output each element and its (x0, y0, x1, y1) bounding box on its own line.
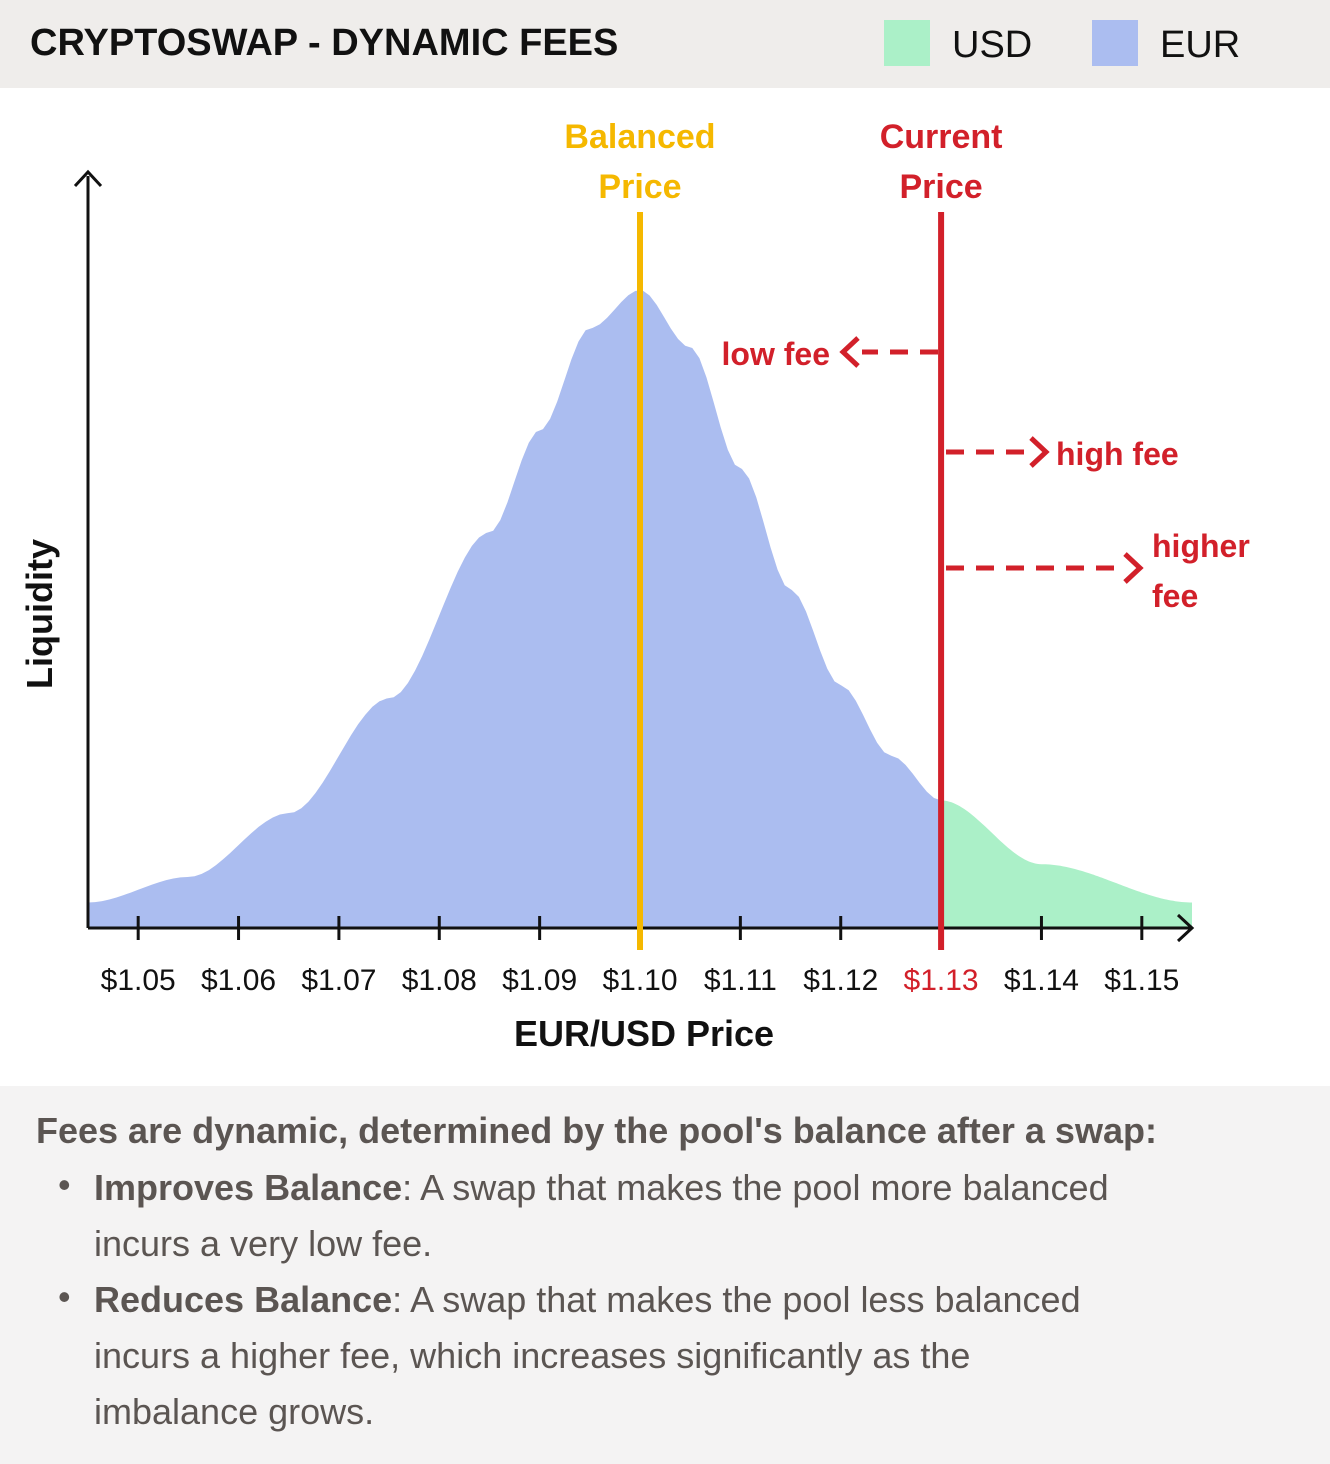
bullet-improves-balance: Improves Balance: A swap that makes the … (94, 1160, 1294, 1272)
page-title: CRYPTOSWAP - DYNAMIC FEES (30, 22, 619, 64)
bullet-improves-title: Improves Balance (94, 1167, 403, 1208)
explanation-intro: Fees are dynamic, determined by the pool… (36, 1110, 1157, 1151)
liquidity-chart: $1.05 $1.06 $1.07 $1.08 $1.09 $1.10 $1.11 $1.12… (19, 118, 1250, 1054)
legend-swatch-eur (1092, 20, 1138, 66)
x-tick-label: $1.08 (402, 964, 477, 997)
x-tick-label: $1.14 (1004, 964, 1079, 997)
bullet-improves-text: : A swap that makes the pool more balanc… (402, 1167, 1109, 1208)
y-axis-arrow (73, 169, 103, 188)
higher-fee-label-line1: higher (1152, 528, 1250, 564)
x-tick-label: $1.06 (201, 964, 276, 997)
balanced-price-label-line2: Price (598, 168, 681, 206)
current-price-label-line2: Price (899, 168, 982, 206)
legend-label-usd: USD (952, 24, 1033, 66)
legend-swatch-usd (884, 20, 930, 66)
bullet-reduces-title: Reduces Balance (94, 1279, 393, 1320)
higher-fee-arrow-head (1123, 552, 1144, 584)
x-tick-label: $1.09 (502, 964, 577, 997)
x-tick-label: $1.10 (602, 964, 677, 997)
bullet-reduces-balance: Reduces Balance: A swap that makes the p… (94, 1272, 1294, 1440)
x-axis-label: EUR/USD Price (514, 1013, 774, 1054)
header: CRYPTOSWAP - DYNAMIC FEES USD EUR (0, 0, 1330, 88)
current-price-label-line1: Current (880, 118, 1003, 156)
bullet-dot: • (58, 1276, 71, 1317)
bullet-reduces-text-3: imbalance grows. (94, 1391, 375, 1432)
legend-label-eur: EUR (1160, 24, 1241, 66)
bullet-reduces-text-2: incurs a higher fee, which increases sig… (94, 1335, 971, 1376)
balanced-price-label-line1: Balanced (564, 118, 715, 156)
y-axis-label: Liquidity (19, 539, 60, 689)
x-tick-label: $1.11 (704, 964, 777, 997)
bullet-improves-text-2: incurs a very low fee. (94, 1223, 433, 1264)
x-tick-label: $1.12 (803, 964, 878, 997)
x-tick-label: $1.13 (904, 964, 979, 997)
bullet-reduces-text: : A swap that makes the pool less balanc… (392, 1279, 1081, 1320)
x-axis-arrow (1176, 913, 1195, 943)
explanation-panel: Fees are dynamic, determined by the pool… (0, 1086, 1330, 1464)
x-tick-label: $1.07 (301, 964, 376, 997)
high-fee-label: high fee (1056, 436, 1179, 472)
low-fee-arrow-head (839, 336, 860, 368)
x-tick-labels: $1.05 $1.06 $1.07 $1.08 $1.09 $1.10 $1.11 $1.12… (101, 964, 1180, 997)
x-tick-label: $1.15 (1104, 964, 1179, 997)
higher-fee-label-line2: fee (1152, 578, 1198, 614)
x-tick-label: $1.05 (101, 964, 176, 997)
bullet-dot: • (58, 1164, 71, 1205)
usd-area (941, 800, 1192, 928)
low-fee-label: low fee (722, 336, 830, 372)
high-fee-arrow-head (1029, 436, 1050, 468)
eur-area (88, 290, 942, 928)
